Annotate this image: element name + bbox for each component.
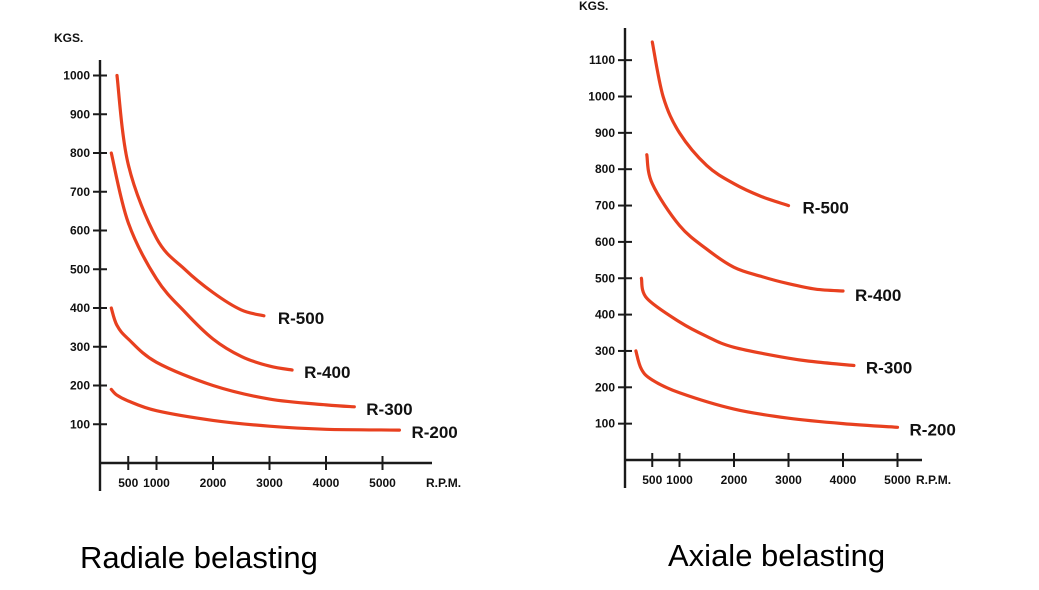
- chart-axial: KGS. 100 200 300 400 500 600 700 800 900 1000 1100 5…: [579, 0, 956, 488]
- series-label-r-300: R-300: [866, 358, 912, 377]
- y-tick-label: 600: [70, 224, 90, 238]
- caption-radial: Radiale belasting: [80, 540, 318, 575]
- y-tick-label: 800: [595, 162, 615, 176]
- x-tick-label: 2000: [200, 476, 227, 490]
- y-tick-label: 700: [595, 199, 615, 213]
- y-tick-label: 700: [70, 185, 90, 199]
- y-tick-label: 100: [70, 417, 90, 431]
- y-tick-label: 400: [595, 308, 615, 322]
- x-tick-label: 1000: [143, 476, 170, 490]
- x-tick-label: 2000: [721, 473, 748, 487]
- x-tick-label: 1000: [666, 473, 693, 487]
- curve-r-400: [109, 151, 294, 372]
- curve-r-200: [109, 387, 401, 432]
- x-tick-label: 500: [118, 476, 138, 490]
- y-tick-label: 1000: [63, 69, 90, 83]
- x-tick-label: 500: [642, 473, 662, 487]
- x-tick-label: 4000: [313, 476, 340, 490]
- curve-r-500: [115, 73, 266, 318]
- y-tick-label: 100: [595, 417, 615, 431]
- series-label-r-400: R-400: [855, 286, 901, 305]
- y-tick-label: 200: [595, 380, 615, 394]
- y-tick-label: 400: [70, 301, 90, 315]
- series-label-r-200: R-200: [411, 423, 457, 442]
- y-axis-title: KGS.: [54, 31, 83, 45]
- y-tick-label: 300: [595, 344, 615, 358]
- y-tick-label: 900: [70, 107, 90, 121]
- y-tick-label: 300: [70, 340, 90, 354]
- curve-r-500: [650, 40, 791, 208]
- caption-axial: Axiale belasting: [668, 538, 886, 573]
- y-tick-label: 900: [595, 126, 615, 140]
- y-axis-title: KGS.: [579, 0, 608, 13]
- series-label-r-200: R-200: [910, 420, 956, 439]
- y-tick-label: 500: [595, 271, 615, 285]
- curve-r-300: [109, 306, 356, 409]
- series-label-r-300: R-300: [366, 400, 412, 419]
- x-tick-label: 5000: [884, 473, 911, 487]
- x-tick-label: 3000: [775, 473, 802, 487]
- y-tick-label: 800: [70, 146, 90, 160]
- y-tick-label: 600: [595, 235, 615, 249]
- x-tick-label: 4000: [830, 473, 857, 487]
- y-tick-label: 1100: [589, 53, 615, 67]
- chart-radial: KGS. 100 200 300 400 500 600 700 800 900 1000 500 10…: [54, 31, 461, 491]
- x-axis-title: R.P.M.: [916, 473, 951, 487]
- y-tick-label: 1000: [588, 90, 615, 104]
- curve-r-200: [634, 349, 900, 429]
- x-tick-label: 3000: [256, 476, 283, 490]
- y-tick-label: 200: [70, 379, 90, 393]
- y-tick-label: 500: [70, 262, 90, 276]
- curve-r-300: [639, 276, 856, 368]
- series-label-r-500: R-500: [278, 309, 324, 328]
- x-axis-title: R.P.M.: [426, 476, 461, 490]
- x-tick-label: 5000: [369, 476, 396, 490]
- series-label-r-400: R-400: [304, 363, 350, 382]
- series-label-r-500: R-500: [803, 199, 849, 218]
- curve-r-400: [645, 153, 845, 293]
